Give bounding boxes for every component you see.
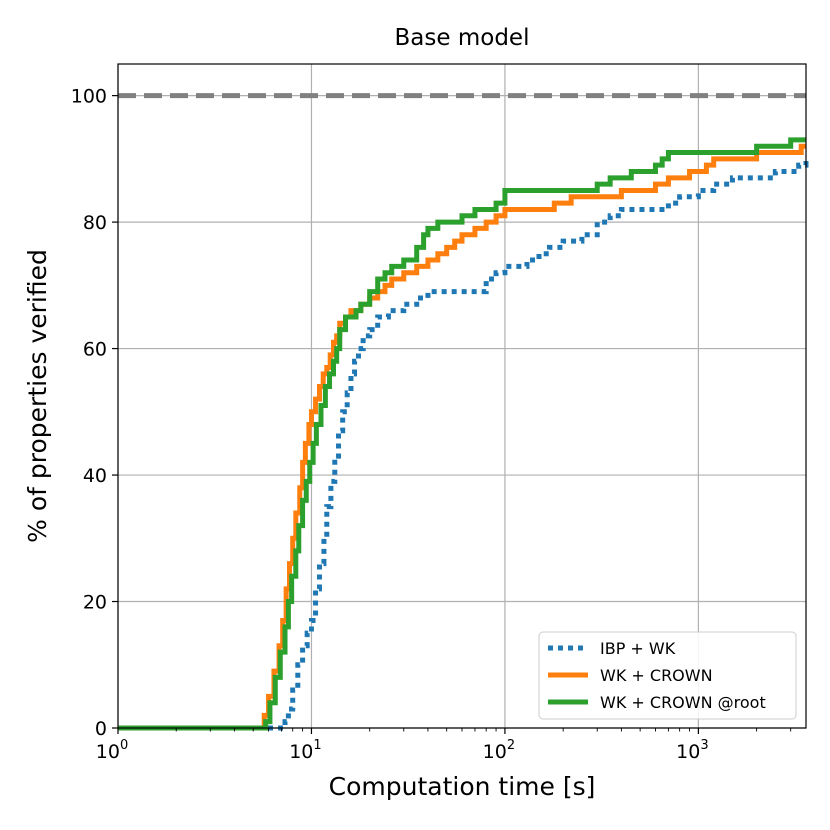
x-tick-label: 100	[96, 738, 128, 763]
legend-box	[538, 631, 797, 720]
x-tick-exponent: 0	[120, 738, 128, 753]
x-tick-base: 10	[676, 741, 700, 763]
x-tick-label: 103	[676, 738, 708, 763]
y-tick-label: 0	[95, 718, 107, 740]
y-tick-label: 40	[83, 465, 107, 487]
x-tick-base: 10	[96, 741, 120, 763]
series-line-1	[118, 143, 806, 731]
y-tick-label: 20	[83, 592, 107, 614]
legend: IBP + WK WK + CROWN WK + CROWN @root	[538, 631, 797, 720]
legend-label-0: IBP + WK	[600, 639, 676, 658]
chart-title: Base model	[395, 25, 530, 51]
x-tick-label: 101	[289, 738, 321, 763]
y-tick-label: 80	[83, 212, 107, 234]
x-tick-exponent: 3	[700, 738, 708, 753]
y-tick-label: 60	[83, 339, 107, 361]
series-line-0	[118, 158, 809, 731]
x-tick-base: 10	[483, 741, 507, 763]
y-tick-label: 100	[71, 86, 107, 108]
x-axis-label: Computation time [s]	[329, 772, 596, 801]
y-axis-label: % of properties verified	[23, 249, 52, 543]
series-layer	[118, 137, 809, 731]
legend-label-2: WK + CROWN @root	[600, 693, 766, 712]
legend-label-1: WK + CROWN	[600, 666, 713, 685]
x-tick-base: 10	[289, 741, 313, 763]
series-line-2	[118, 137, 806, 731]
x-tick-exponent: 1	[313, 738, 321, 753]
x-tick-exponent: 2	[507, 738, 515, 753]
grid	[117, 64, 806, 729]
plot-frame	[117, 63, 807, 729]
x-tick-label: 102	[483, 738, 515, 763]
